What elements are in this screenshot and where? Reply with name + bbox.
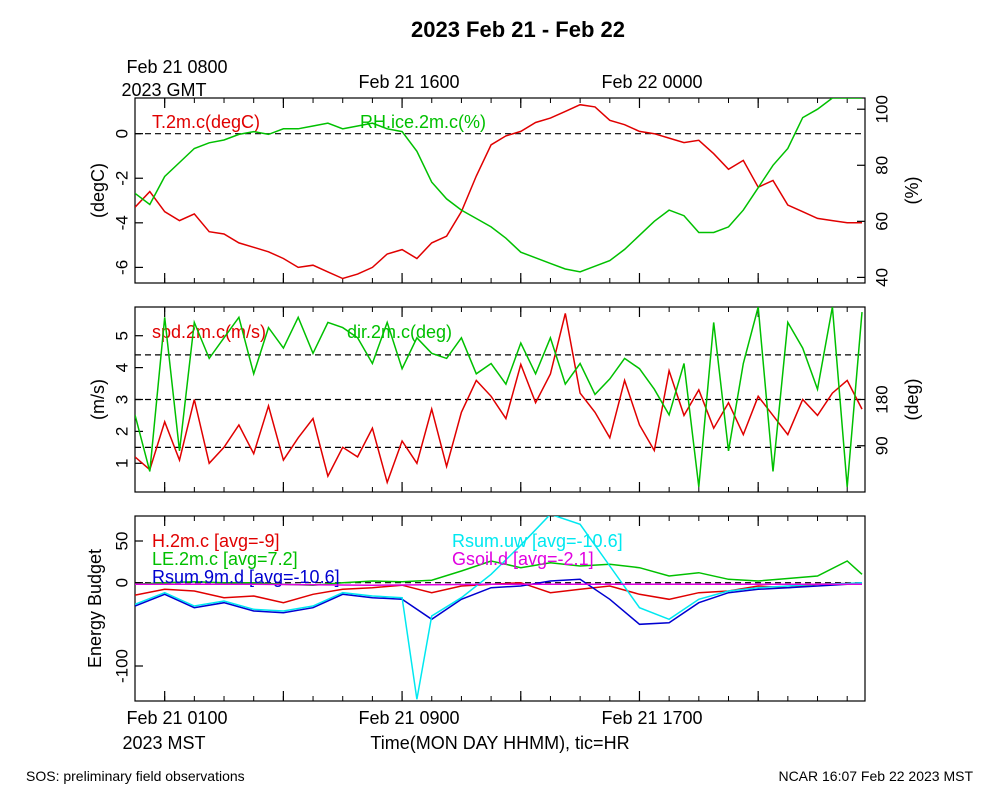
panel-energy-budget: 50 0 -100 Energy Budget H.2m.c [avg=-9]LE.2m… (85, 515, 866, 702)
y-tick-label: 0 (112, 578, 131, 587)
footer-right: NCAR 16:07 Feb 22 2023 MST (778, 768, 973, 784)
y-tick-label: -2 (112, 171, 131, 186)
series-line-RH.ice.2m.c(%) (135, 98, 862, 273)
y-tick-label: -100 (112, 649, 131, 683)
bottom-axis-label-2: Feb 21 1700 (601, 708, 702, 728)
series-line-Gsoil.d (135, 583, 862, 586)
y-tick-label: 50 (112, 532, 131, 551)
series-line-Rsum.9m.d (135, 578, 863, 626)
legend-LE.2m.c: LE.2m.c [avg=7.2] (152, 549, 298, 569)
chart-title: 2023 Feb 21 - Feb 22 (411, 17, 625, 42)
plot-frame (134, 515, 866, 702)
top-axis-label-2: Feb 22 0000 (601, 72, 702, 92)
legend-spd.2m.c(m/s): spd.2m.c(m/s) (152, 322, 266, 342)
top-axis-start-line2: 2023 GMT (121, 80, 206, 100)
y-axis-label-right: (deg) (902, 378, 922, 420)
series-line-LE.2m.c (135, 560, 863, 586)
y-tick-label: 0 (112, 129, 131, 138)
bottom-axis-start-line1: Feb 21 0100 (126, 708, 227, 728)
y-right-tick-label: 80 (872, 156, 891, 175)
y-axis-label: (degC) (88, 163, 108, 218)
y-tick-label: -4 (112, 215, 131, 230)
series-line-spd.2m.c(m/s) (135, 313, 863, 485)
series-line-T.2m.c(degC) (135, 103, 862, 280)
legend-RH.ice.2m.c(%): RH.ice.2m.c(%) (360, 112, 486, 132)
x-axis-label: Time(MON DAY HHMM), tic=HR (370, 733, 629, 753)
series-line-Rsum.uw (135, 516, 863, 700)
y-right-tick-label: 90 (872, 436, 891, 455)
legend-Rsum.uw: Rsum.uw [avg=-10.6] (452, 531, 623, 551)
y-right-tick-label: 180 (872, 385, 891, 413)
panel-temperature-humidity: 0 -2 -4 -6 100 80 60 40 (degC) (%) T.2m.c(degC) RH.… (88, 95, 922, 287)
y-tick-label: 1 (112, 459, 131, 468)
legend-T.2m.c(degC): T.2m.c(degC) (152, 112, 260, 132)
y-tick-label: 5 (112, 331, 131, 340)
y-right-tick-label: 100 (872, 95, 891, 123)
bottom-axis-label-1: Feb 21 0900 (358, 708, 459, 728)
bottom-axis-start-line2: 2023 MST (122, 733, 205, 753)
plot-frame (134, 97, 866, 284)
y-right-tick-label: 40 (872, 268, 891, 287)
y-axis-label: (m/s) (88, 379, 108, 420)
series-line-H.2m.c (135, 581, 863, 604)
y-tick-label: 2 (112, 427, 131, 436)
legend-dir.2m.c(deg): dir.2m.c(deg) (347, 322, 452, 342)
legend-Gsoil.d: Gsoil.d [avg=-2.1] (452, 549, 594, 569)
top-axis-label-1: Feb 21 1600 (358, 72, 459, 92)
y-axis-label-right: (%) (902, 177, 922, 205)
legend-H.2m.c: H.2m.c [avg=-9] (152, 531, 280, 551)
y-right-tick-label: 60 (872, 212, 891, 231)
legend-Rsum.9m.d: Rsum.9m.d [avg=-10.6] (152, 567, 340, 587)
footer-left: SOS: preliminary field observations (26, 768, 245, 784)
y-tick-label: 4 (112, 363, 131, 372)
panel-wind: 5 4 3 2 1 180 90 (m/s) (deg) spd.2m.c(m/s) dir.2m.… (88, 306, 922, 493)
y-tick-label: 3 (112, 395, 131, 404)
y-axis-label: Energy Budget (85, 549, 105, 668)
top-axis-start-line1: Feb 21 0800 (126, 57, 227, 77)
y-tick-label: -6 (112, 260, 131, 275)
series-line-dir.2m.c(deg) (135, 307, 863, 487)
